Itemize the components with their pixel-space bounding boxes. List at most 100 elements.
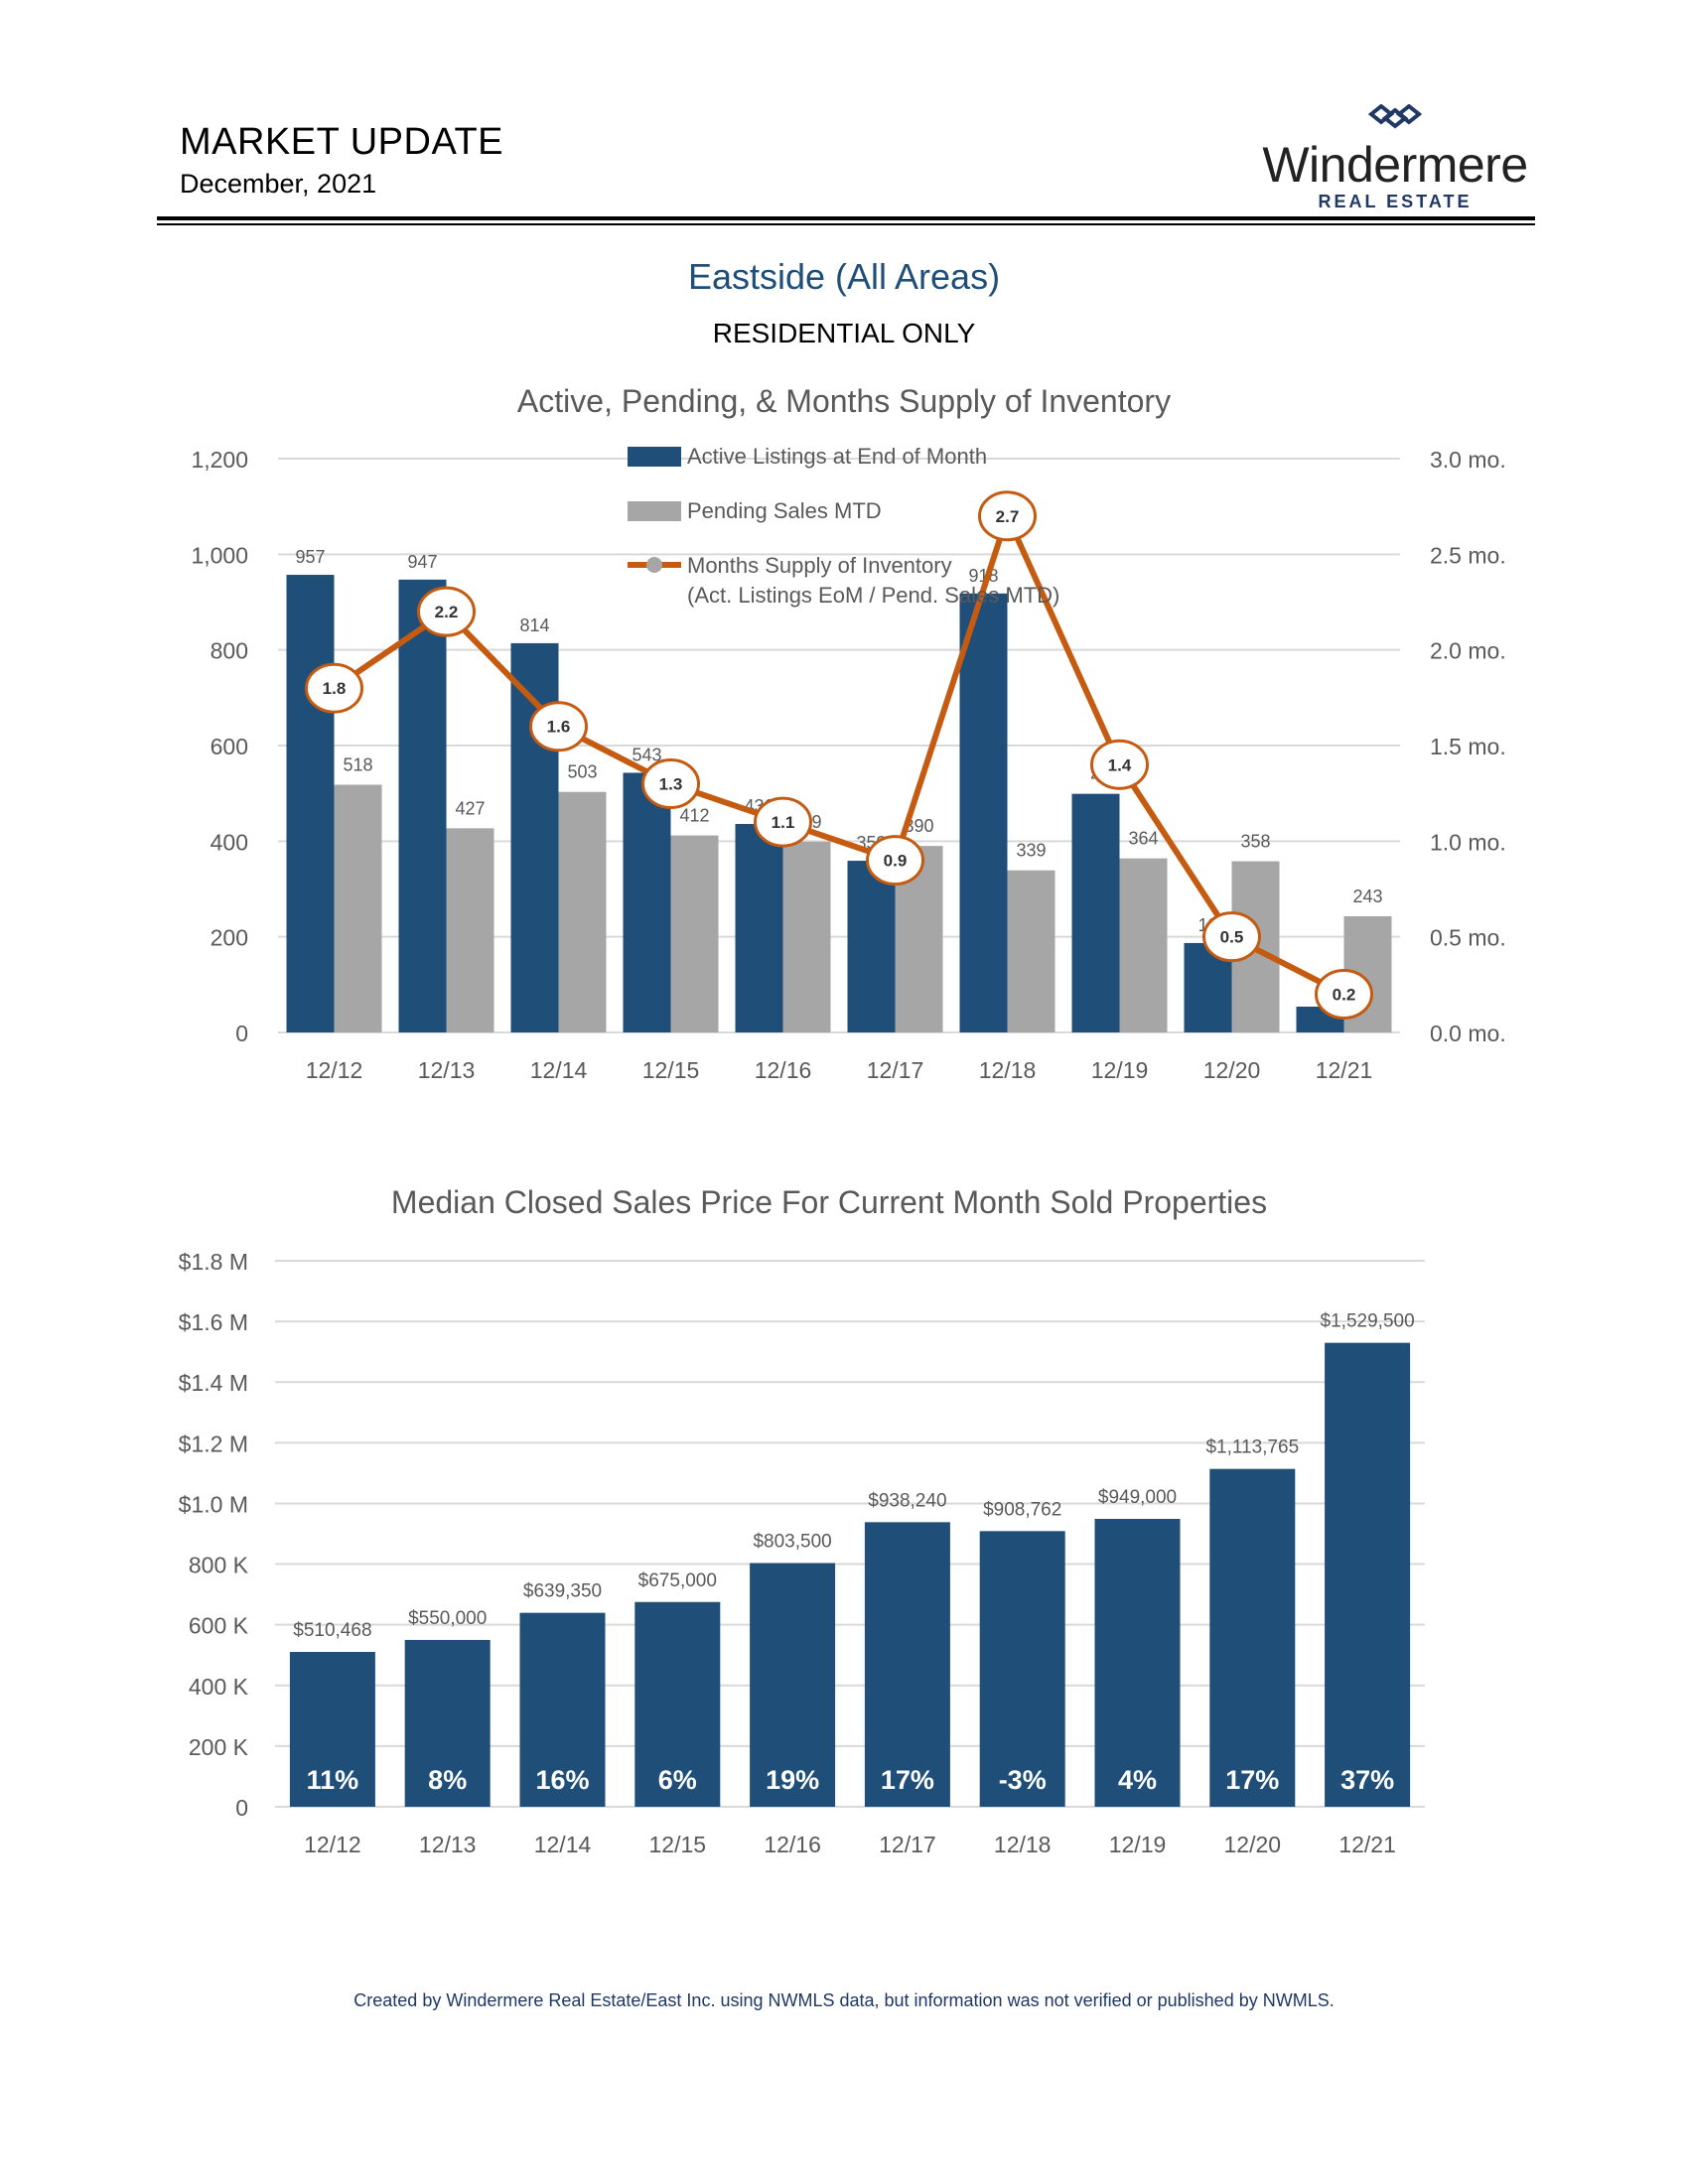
- price-bar: [1325, 1342, 1411, 1807]
- price-value-label: $1,113,765: [1205, 1437, 1299, 1458]
- months-supply-label: 1.4: [1108, 755, 1132, 774]
- price-bar: [864, 1522, 950, 1807]
- x-tick-label: 12/13: [419, 1832, 477, 1857]
- months-supply-marker: [1315, 968, 1373, 1020]
- y-tick-label: $1.2 M: [179, 1431, 248, 1456]
- yoy-change-label: 17%: [881, 1765, 934, 1795]
- yoy-change-label: 37%: [1340, 1765, 1394, 1795]
- months-supply-label: 2.2: [435, 603, 459, 621]
- price-bar: [634, 1601, 721, 1807]
- y2-tick-label: 0.0 mo.: [1430, 1021, 1506, 1046]
- pending-value-label: 243: [1352, 887, 1382, 906]
- x-tick-label: 12/19: [1091, 1057, 1149, 1083]
- pending-value-label: 390: [904, 816, 933, 836]
- y-tick-label: 600: [211, 734, 248, 759]
- x-tick-label: 12/21: [1316, 1057, 1373, 1083]
- logo-wordmark: Windermere: [1262, 137, 1528, 193]
- pending-value-label: 503: [567, 762, 597, 782]
- y-tick-label: 1,200: [191, 447, 248, 473]
- x-tick-label: 12/15: [642, 1057, 700, 1083]
- yoy-change-label: 8%: [428, 1765, 467, 1795]
- pending-bar: [782, 841, 831, 1032]
- x-tick-label: 12/12: [306, 1057, 363, 1083]
- months-supply-marker: [754, 796, 812, 848]
- y-tick-label: 400 K: [189, 1674, 249, 1700]
- y2-tick-label: 2.5 mo.: [1430, 542, 1506, 568]
- months-supply-label: 1.1: [772, 813, 795, 832]
- pending-bar: [334, 784, 382, 1032]
- pending-bar: [1119, 858, 1168, 1032]
- months-supply-marker: [866, 835, 924, 887]
- yoy-change-label: 17%: [1225, 1765, 1279, 1795]
- y-tick-label: $1.4 M: [179, 1370, 248, 1396]
- pending-bar: [1007, 870, 1055, 1032]
- active-value-label: 543: [632, 745, 661, 764]
- pending-bar: [446, 828, 494, 1032]
- price-value-label: $550,000: [408, 1608, 487, 1629]
- months-supply-label: 0.5: [1220, 928, 1244, 947]
- y-tick-label: 800: [211, 638, 248, 664]
- legend-supply-label: Months Supply of Inventory: [687, 553, 952, 578]
- months-supply-marker: [529, 701, 588, 752]
- months-supply-label: 0.2: [1333, 985, 1356, 1004]
- months-supply-label: 1.8: [323, 679, 347, 698]
- price-bar: [979, 1531, 1065, 1807]
- yoy-change-label: 4%: [1118, 1765, 1157, 1795]
- x-tick-label: 12/20: [1203, 1057, 1261, 1083]
- months-supply-marker: [305, 662, 363, 714]
- pending-value-label: 358: [1240, 832, 1270, 852]
- windermere-logo: Windermere REAL ESTATE: [1246, 104, 1544, 213]
- y2-tick-label: 2.0 mo.: [1430, 638, 1506, 664]
- yoy-change-label: 11%: [307, 1765, 359, 1795]
- price-value-label: $639,350: [523, 1581, 602, 1602]
- x-tick-label: 12/16: [764, 1832, 821, 1857]
- months-supply-label: 1.3: [659, 775, 683, 794]
- inventory-chart: Active, Pending, & Months Supply of Inve…: [191, 383, 1506, 1083]
- pending-value-label: 412: [679, 806, 709, 826]
- x-tick-label: 12/21: [1338, 1832, 1396, 1857]
- price-value-label: $510,468: [293, 1620, 371, 1641]
- y-tick-label: 200 K: [189, 1734, 249, 1760]
- price-bar: [1094, 1519, 1181, 1807]
- active-bar: [735, 823, 783, 1032]
- months-supply-label: 1.6: [547, 718, 571, 737]
- pending-value-label: 364: [1128, 829, 1158, 849]
- active-bar: [286, 575, 335, 1032]
- price-bar: [289, 1652, 375, 1807]
- active-bar: [847, 861, 896, 1032]
- months-supply-marker: [1090, 739, 1149, 790]
- active-bar: [398, 579, 447, 1032]
- pending-bar: [558, 791, 607, 1032]
- price-value-label: $938,240: [868, 1490, 946, 1511]
- months-supply-marker: [1202, 911, 1261, 963]
- x-tick-label: 12/13: [418, 1057, 476, 1083]
- active-bar: [959, 593, 1008, 1032]
- legend-active-swatch: [628, 447, 681, 467]
- months-supply-label: 2.7: [996, 507, 1020, 526]
- price-bar: [750, 1563, 836, 1807]
- legend-supply-sublabel: (Act. Listings EoM / Pend. Sales MTD): [687, 583, 1059, 608]
- x-tick-label: 12/19: [1109, 1832, 1167, 1857]
- y-tick-label: 600 K: [189, 1613, 249, 1639]
- x-tick-label: 12/16: [755, 1057, 812, 1083]
- price-bar: [519, 1612, 606, 1807]
- months-supply-marker: [641, 758, 700, 810]
- y2-tick-label: 0.5 mo.: [1430, 925, 1506, 951]
- logo-subtitle: REAL ESTATE: [1318, 192, 1473, 211]
- yoy-change-label: -3%: [999, 1765, 1047, 1795]
- price-value-label: $675,000: [638, 1570, 717, 1591]
- report-title: MARKET UPDATE: [180, 121, 504, 163]
- chart-title: Active, Pending, & Months Supply of Inve…: [517, 383, 1171, 419]
- legend-pending-swatch: [628, 501, 681, 521]
- y2-tick-label: 1.0 mo.: [1430, 829, 1506, 855]
- pending-value-label: 339: [1016, 841, 1046, 861]
- header-rule-thin: [157, 223, 1535, 225]
- active-bar: [1071, 793, 1120, 1032]
- y2-tick-label: 3.0 mo.: [1430, 447, 1506, 473]
- x-tick-label: 12/12: [304, 1832, 361, 1857]
- price-value-label: $949,000: [1098, 1487, 1177, 1508]
- y2-tick-label: 1.5 mo.: [1430, 734, 1506, 759]
- x-tick-label: 12/18: [979, 1057, 1037, 1083]
- area-title: Eastside (All Areas): [687, 256, 1001, 297]
- y-tick-label: 1,000: [191, 542, 248, 568]
